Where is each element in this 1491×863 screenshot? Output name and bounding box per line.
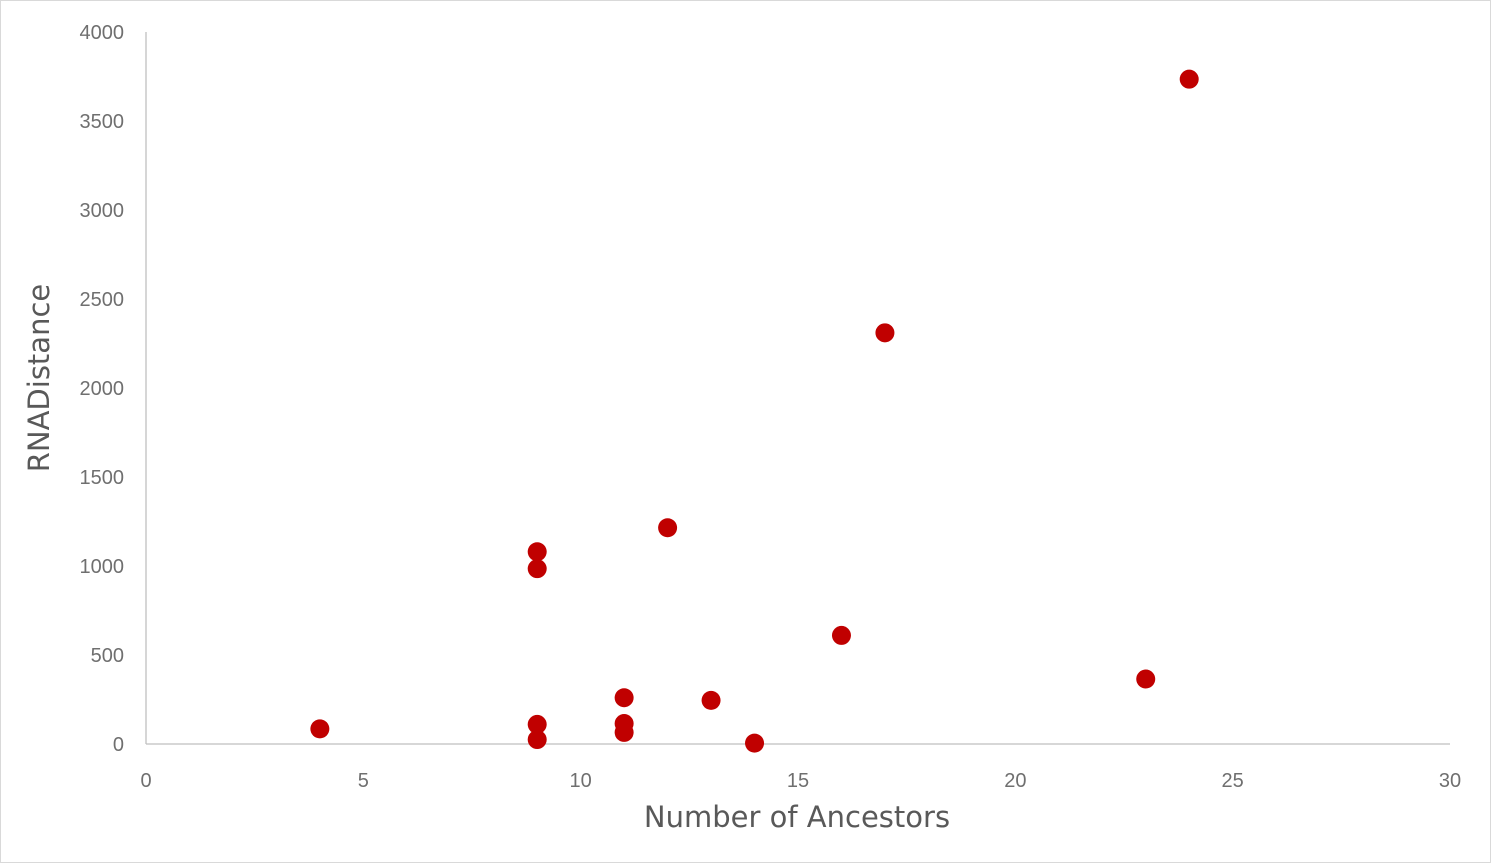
y-tick-label: 3500 (80, 111, 125, 133)
data-point (701, 690, 721, 710)
x-tick-label: 5 (358, 770, 369, 792)
x-tick-label: 10 (570, 770, 592, 792)
axes (145, 32, 1450, 745)
data-point (527, 559, 547, 579)
data-point (745, 733, 765, 753)
x-tick-label: 0 (140, 770, 151, 792)
y-axis-title: RNADistance (22, 284, 56, 473)
data-point (527, 542, 547, 562)
y-tick-label: 1000 (80, 556, 125, 578)
y-tick-label: 4000 (80, 22, 125, 44)
y-tick-label: 2500 (80, 289, 125, 311)
data-point (614, 688, 634, 708)
x-tick-label: 20 (1004, 770, 1026, 792)
x-tick-label: 25 (1222, 770, 1244, 792)
x-tick-label: 15 (787, 770, 809, 792)
x-tick-label: 30 (1439, 770, 1461, 792)
data-point (658, 518, 678, 538)
data-point (527, 730, 547, 750)
x-axis-title: Number of Ancestors (644, 800, 950, 834)
data-point (1136, 669, 1156, 689)
y-tick-label: 2000 (80, 378, 125, 400)
y-tick-label: 3000 (80, 200, 125, 222)
data-point (614, 722, 634, 742)
data-point (527, 714, 547, 734)
data-point (831, 625, 851, 645)
data-point (310, 719, 330, 739)
y-axis-tick-labels: 0 500 1000 1500 2000 2500 3000 3500 4000 (80, 22, 125, 756)
x-axis-tick-labels: 0 5 10 15 20 25 30 (140, 770, 1461, 792)
data-point (875, 323, 895, 343)
y-tick-label: 1500 (80, 467, 125, 489)
data-point (1179, 69, 1199, 89)
y-tick-label: 0 (113, 734, 124, 756)
y-tick-label: 500 (91, 645, 124, 667)
data-points (310, 69, 1199, 753)
